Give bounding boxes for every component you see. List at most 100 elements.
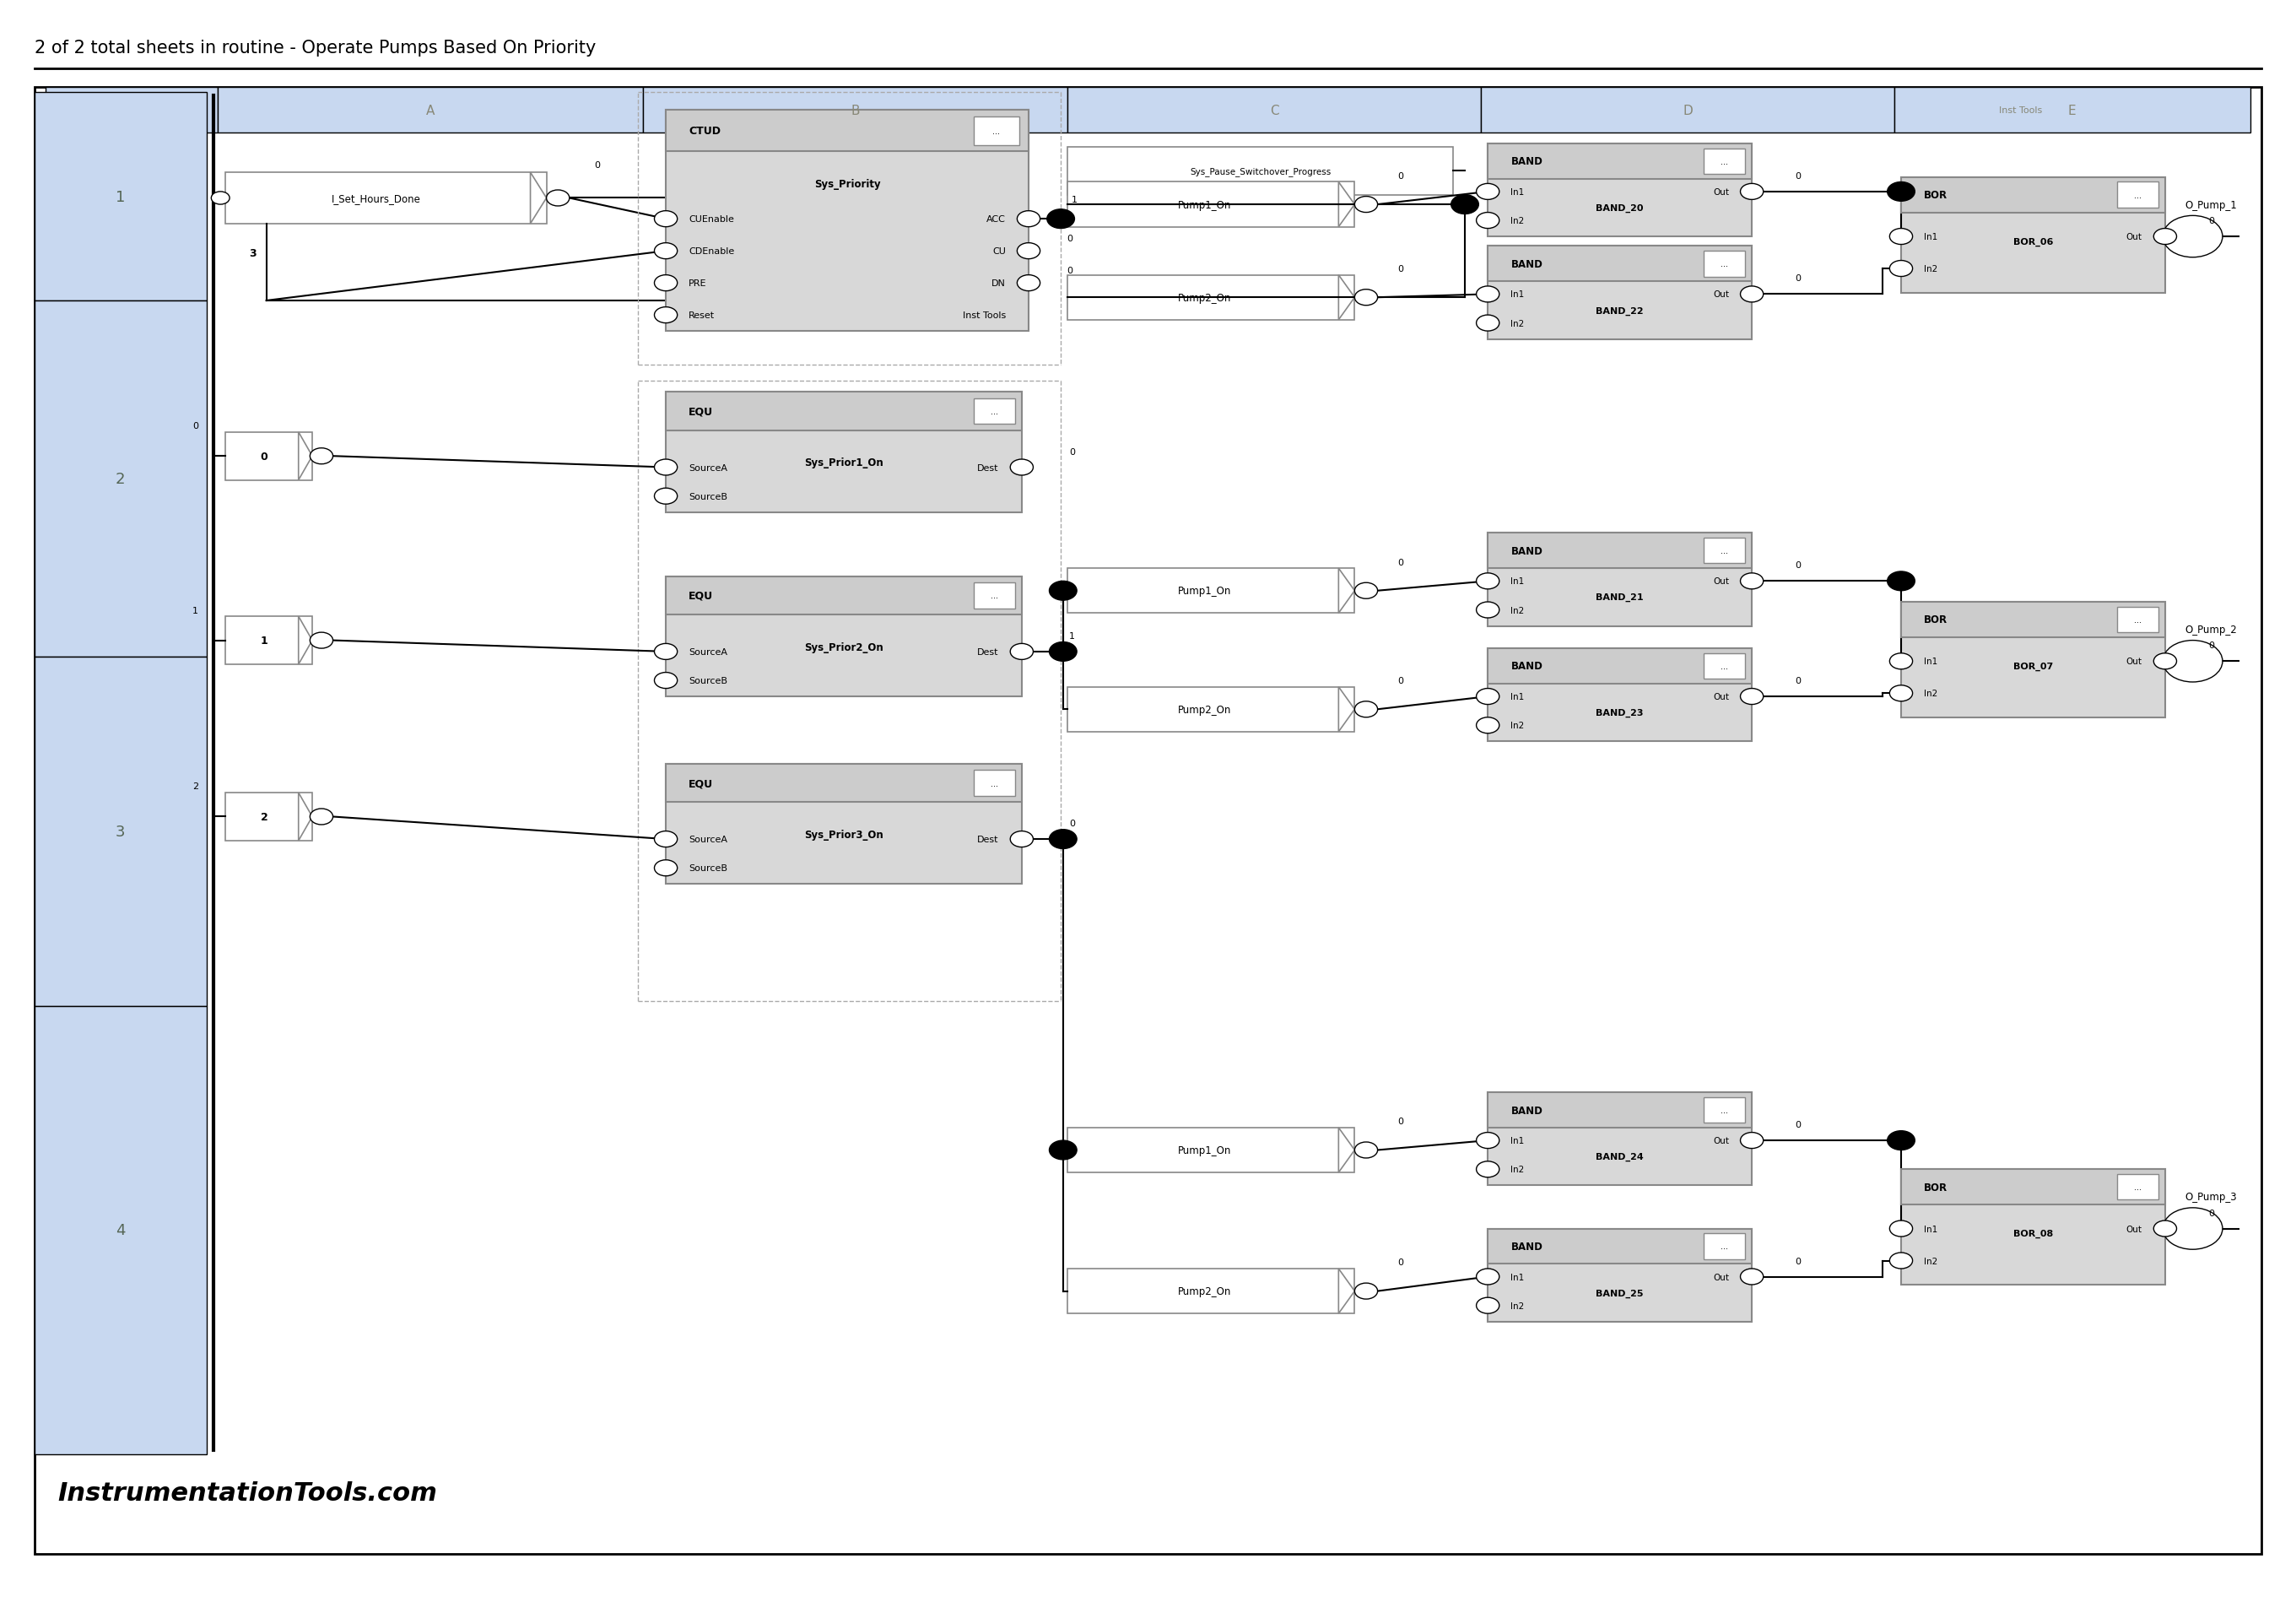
FancyBboxPatch shape (1488, 247, 1752, 282)
Circle shape (1476, 689, 1499, 705)
FancyBboxPatch shape (1704, 252, 1745, 277)
Circle shape (1890, 1221, 1913, 1237)
FancyBboxPatch shape (2117, 1174, 2158, 1200)
Text: BOR: BOR (1924, 615, 1947, 625)
Text: CDEnable: CDEnable (689, 247, 735, 256)
Text: 1: 1 (259, 636, 269, 646)
Text: DN: DN (992, 279, 1006, 288)
Text: 0: 0 (1398, 171, 1403, 181)
Text: Pump1_On: Pump1_On (1178, 1145, 1231, 1155)
Text: O_Pump_1: O_Pump_1 (2186, 200, 2236, 210)
Text: ...: ... (990, 591, 999, 601)
Text: SourceA: SourceA (689, 463, 728, 473)
Circle shape (654, 860, 677, 876)
Text: Pump2_On: Pump2_On (1178, 705, 1231, 714)
Text: Inst Tools: Inst Tools (2000, 106, 2041, 115)
Circle shape (2154, 654, 2177, 670)
Circle shape (1890, 229, 1913, 245)
Text: 0: 0 (193, 421, 197, 431)
FancyBboxPatch shape (666, 111, 1029, 332)
Text: SourceB: SourceB (689, 676, 728, 686)
Text: ...: ... (1720, 157, 1729, 167)
Text: Sys_Prior2_On: Sys_Prior2_On (804, 642, 884, 652)
Text: BAND: BAND (1511, 157, 1543, 167)
FancyBboxPatch shape (225, 173, 546, 224)
FancyBboxPatch shape (1488, 649, 1752, 742)
FancyBboxPatch shape (974, 771, 1015, 796)
Text: SourceA: SourceA (689, 835, 728, 844)
Text: 1: 1 (193, 606, 197, 615)
FancyBboxPatch shape (1488, 533, 1752, 569)
Text: I_Set_Hours_Done: I_Set_Hours_Done (333, 194, 420, 203)
Circle shape (1476, 1269, 1499, 1285)
Text: ...: ... (1720, 662, 1729, 671)
Text: 0: 0 (1398, 676, 1403, 686)
Text: 2: 2 (193, 782, 197, 791)
FancyBboxPatch shape (34, 88, 2262, 1554)
Text: Sys_Priority: Sys_Priority (815, 179, 879, 189)
Text: ...: ... (2133, 191, 2142, 200)
Text: 0: 0 (1795, 1120, 1800, 1129)
Text: BAND_23: BAND_23 (1596, 708, 1644, 718)
Circle shape (1890, 261, 1913, 277)
Circle shape (1355, 702, 1378, 718)
Circle shape (1010, 644, 1033, 660)
Text: In2: In2 (1511, 606, 1525, 615)
FancyBboxPatch shape (1901, 178, 2165, 213)
Text: BAND: BAND (1511, 546, 1543, 556)
Circle shape (1355, 1142, 1378, 1158)
Text: 0: 0 (595, 160, 599, 170)
Circle shape (1476, 316, 1499, 332)
Text: 0: 0 (2209, 1208, 2213, 1218)
Circle shape (1049, 642, 1077, 662)
Text: O_Pump_2: O_Pump_2 (2186, 625, 2236, 634)
Text: CUEnable: CUEnable (689, 215, 735, 224)
Circle shape (1049, 830, 1077, 849)
FancyBboxPatch shape (1068, 183, 1355, 227)
FancyBboxPatch shape (1481, 88, 1894, 133)
Text: 1: 1 (1070, 631, 1075, 641)
Circle shape (1047, 210, 1075, 229)
Text: BOR_06: BOR_06 (2014, 237, 2053, 247)
FancyBboxPatch shape (1068, 88, 1481, 133)
FancyBboxPatch shape (34, 301, 207, 657)
FancyBboxPatch shape (1488, 1093, 1752, 1128)
Text: Inst Tools: Inst Tools (962, 311, 1006, 320)
FancyBboxPatch shape (666, 392, 1022, 431)
FancyBboxPatch shape (1488, 1229, 1752, 1264)
Circle shape (1476, 602, 1499, 618)
Circle shape (1017, 244, 1040, 260)
Text: In2: In2 (1511, 216, 1525, 226)
FancyBboxPatch shape (34, 93, 207, 301)
FancyBboxPatch shape (225, 793, 312, 841)
Text: In1: In1 (1924, 1224, 1938, 1234)
Text: ACC: ACC (987, 215, 1006, 224)
Text: In1: In1 (1511, 577, 1525, 586)
Text: B: B (852, 104, 859, 117)
FancyBboxPatch shape (666, 392, 1022, 513)
Circle shape (654, 489, 677, 505)
Text: 0: 0 (1070, 819, 1075, 828)
Text: 0: 0 (1068, 266, 1072, 276)
Text: ...: ... (990, 779, 999, 788)
FancyBboxPatch shape (1704, 1097, 1745, 1123)
Circle shape (1355, 583, 1378, 599)
Polygon shape (298, 617, 312, 665)
Circle shape (1887, 183, 1915, 202)
Circle shape (1476, 1298, 1499, 1314)
Circle shape (1355, 290, 1378, 306)
Text: Out: Out (2126, 657, 2142, 666)
FancyBboxPatch shape (1488, 1093, 1752, 1185)
Circle shape (654, 460, 677, 476)
Circle shape (1355, 1283, 1378, 1299)
Text: ...: ... (1720, 1105, 1729, 1115)
Circle shape (1887, 1131, 1915, 1150)
Circle shape (654, 211, 677, 227)
FancyBboxPatch shape (1068, 569, 1355, 614)
FancyBboxPatch shape (1488, 247, 1752, 340)
Text: Reset: Reset (689, 311, 714, 320)
Circle shape (1355, 197, 1378, 213)
FancyBboxPatch shape (1488, 533, 1752, 626)
Text: ...: ... (1720, 1242, 1729, 1251)
FancyBboxPatch shape (1901, 602, 2165, 638)
